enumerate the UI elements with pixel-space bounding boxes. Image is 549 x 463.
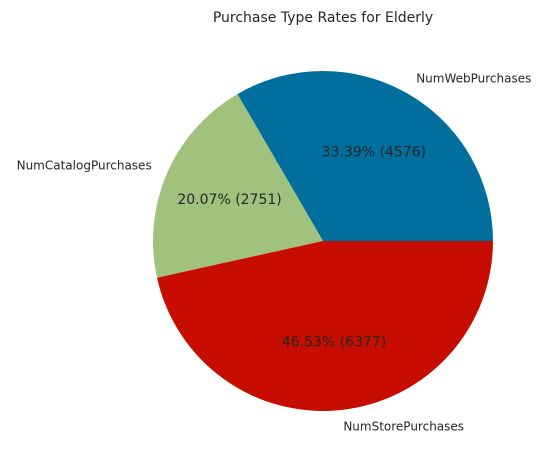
pie-slice-numwebpurchases: [237, 71, 493, 242]
slice-label-numcatalogpurchases: NumCatalogPurchases: [17, 158, 152, 172]
pct-label-numstorepurchases: 46.53% (6377): [282, 334, 386, 350]
pct-label-numwebpurchases: 33.39% (4576): [322, 145, 426, 161]
pie-slice-numstorepurchases: [157, 241, 493, 411]
slice-label-numstorepurchases: NumStorePurchases: [343, 419, 464, 433]
pie-slice-numcatalogpurchases: [153, 94, 323, 278]
pct-label-numcatalogpurchases: 20.07% (2751): [177, 192, 281, 208]
slice-label-numwebpurchases: NumWebPurchases: [416, 71, 531, 85]
chart-title: Purchase Type Rates for Elderly: [213, 10, 433, 26]
